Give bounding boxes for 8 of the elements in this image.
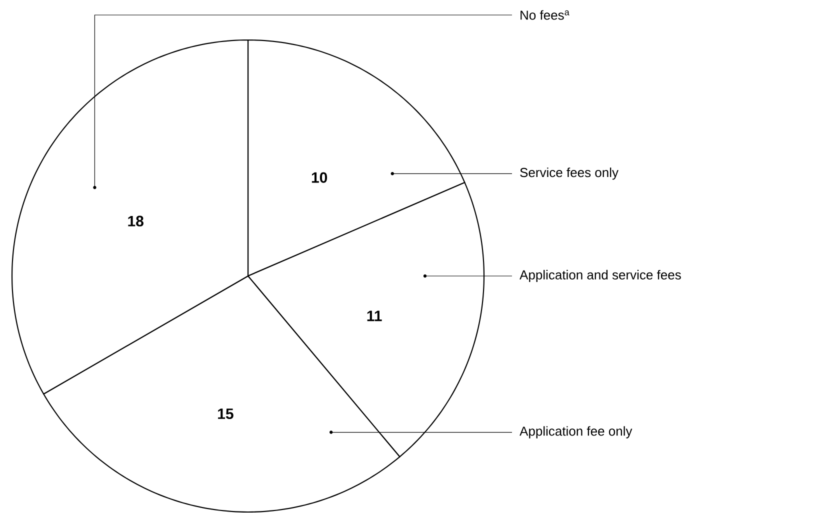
data-label: 15: [218, 408, 234, 420]
data-label: 18: [128, 216, 144, 227]
data-label: 10: [312, 172, 328, 184]
slice-label: Application fee only: [520, 426, 632, 439]
slice-label: Service fees only: [520, 168, 618, 180]
slice-label: No fees$^{a}$: [520, 10, 570, 20]
slice-label: Application and service fees: [520, 270, 681, 282]
data-label: 11: [367, 310, 382, 322]
